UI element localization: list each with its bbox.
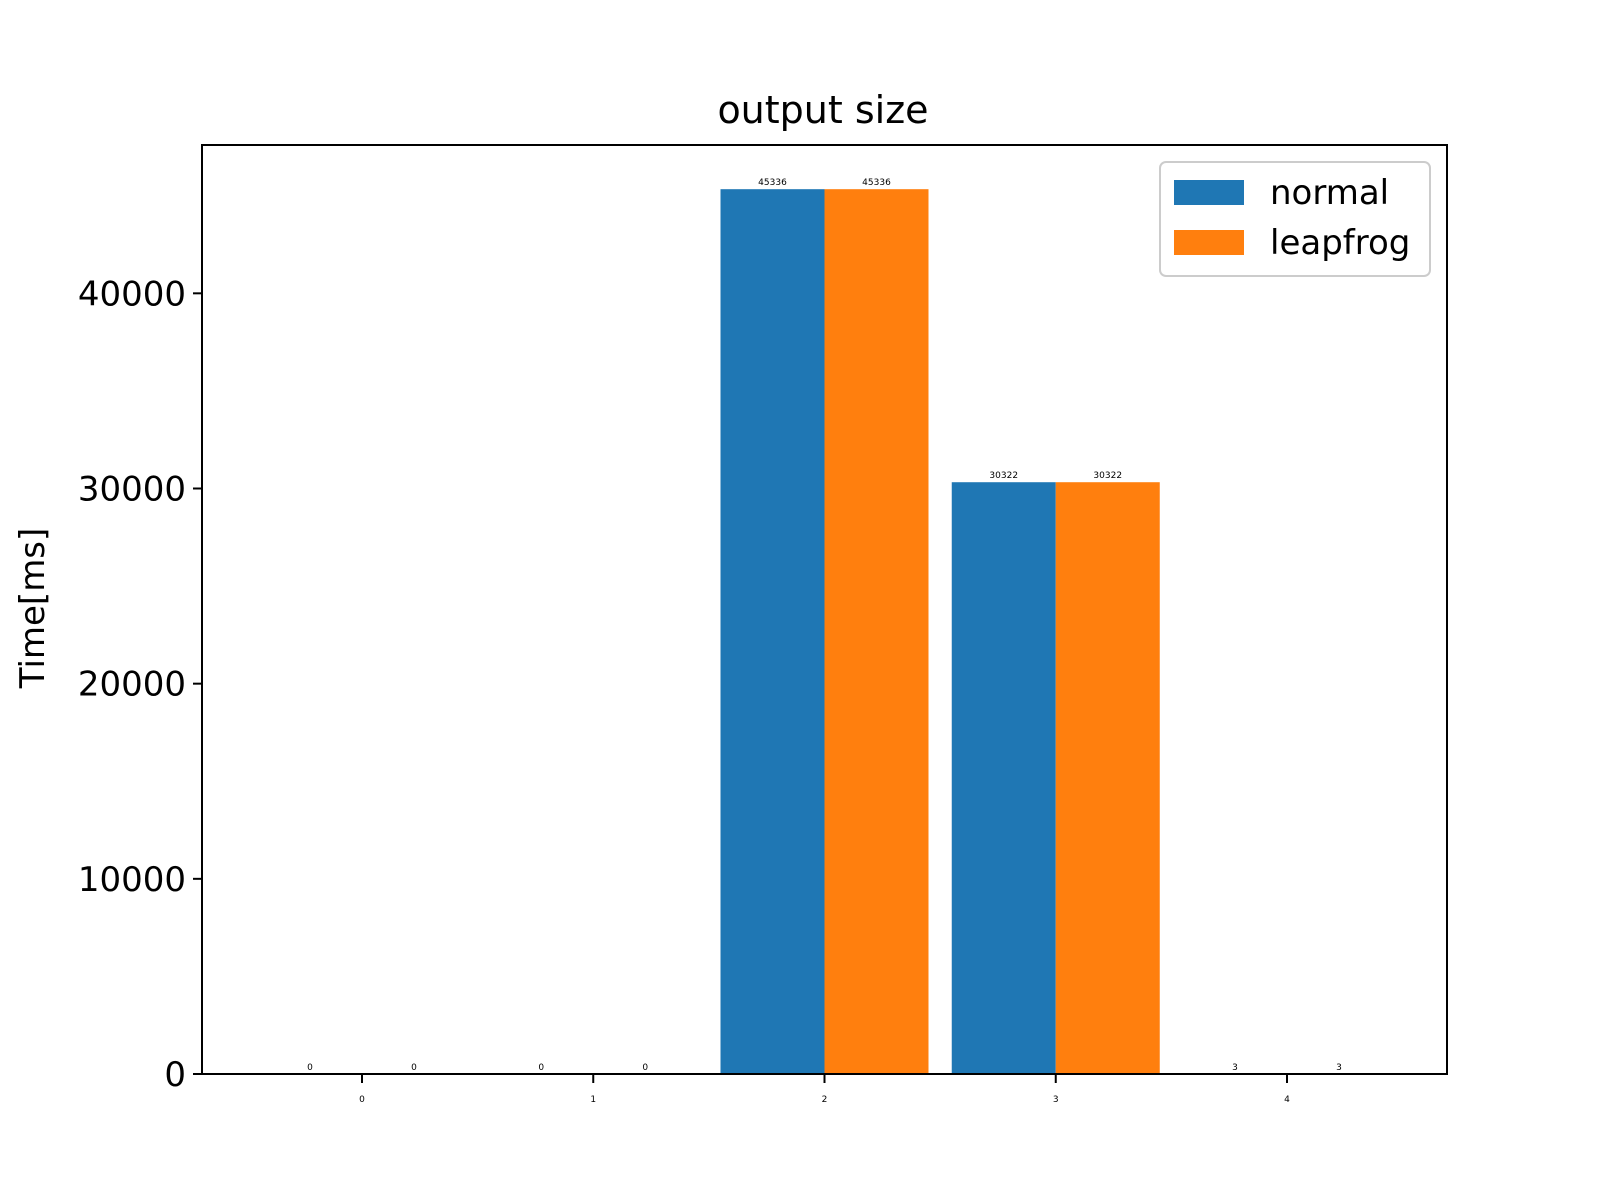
bar-leapfrog-3 [1055, 482, 1160, 1074]
bar-value-label-normal-0: 0 [307, 1063, 313, 1073]
x-tick-label: 0 [359, 1095, 365, 1105]
legend-label-leapfrog: leapfrog [1270, 223, 1410, 263]
chart-title: output size [717, 88, 928, 132]
bar-value-label-leapfrog-0: 0 [411, 1063, 417, 1073]
legend-swatch-normal [1174, 180, 1244, 205]
y-tick-label: 10000 [78, 860, 186, 900]
y-tick-label: 40000 [78, 274, 186, 314]
bar-value-label-leapfrog-1: 0 [642, 1063, 648, 1073]
y-axis: 0 10000 20000 30000 40000 [78, 274, 202, 1095]
bar-value-label-normal-1: 0 [538, 1063, 544, 1073]
bar-value-label-normal-4: 3 [1232, 1063, 1238, 1073]
x-tick-label: 4 [1284, 1095, 1290, 1105]
x-tick-label: 1 [590, 1095, 596, 1105]
bar-leapfrog-2 [824, 189, 929, 1075]
y-tick-label: 20000 [78, 665, 186, 705]
bar-normal-2 [720, 189, 825, 1075]
y-tick-label: 0 [164, 1055, 186, 1095]
x-tick-label: 3 [1053, 1095, 1059, 1105]
bar-normal-3 [951, 482, 1056, 1074]
bar-value-label-leapfrog-2: 45336 [862, 178, 891, 188]
legend: normal leapfrog [1159, 161, 1431, 277]
x-axis: 0 1 2 3 4 [359, 1074, 1290, 1105]
bar-value-label-normal-2: 45336 [758, 178, 787, 188]
y-axis-label: Time[ms] [13, 528, 53, 690]
legend-label-normal: normal [1270, 173, 1389, 213]
y-tick-label: 30000 [78, 469, 186, 509]
bar-value-label-normal-3: 30322 [989, 471, 1018, 481]
bars-group [720, 189, 1391, 1075]
bar-labels-group: 0 0 45336 30322 3 0 0 45336 30322 3 [307, 178, 1342, 1073]
legend-swatch-leapfrog [1174, 230, 1244, 255]
plot-frame [201, 144, 1448, 1075]
bar-value-label-leapfrog-4: 3 [1336, 1063, 1342, 1073]
x-tick-label: 2 [822, 1095, 828, 1105]
bar-value-label-leapfrog-3: 30322 [1093, 471, 1122, 481]
